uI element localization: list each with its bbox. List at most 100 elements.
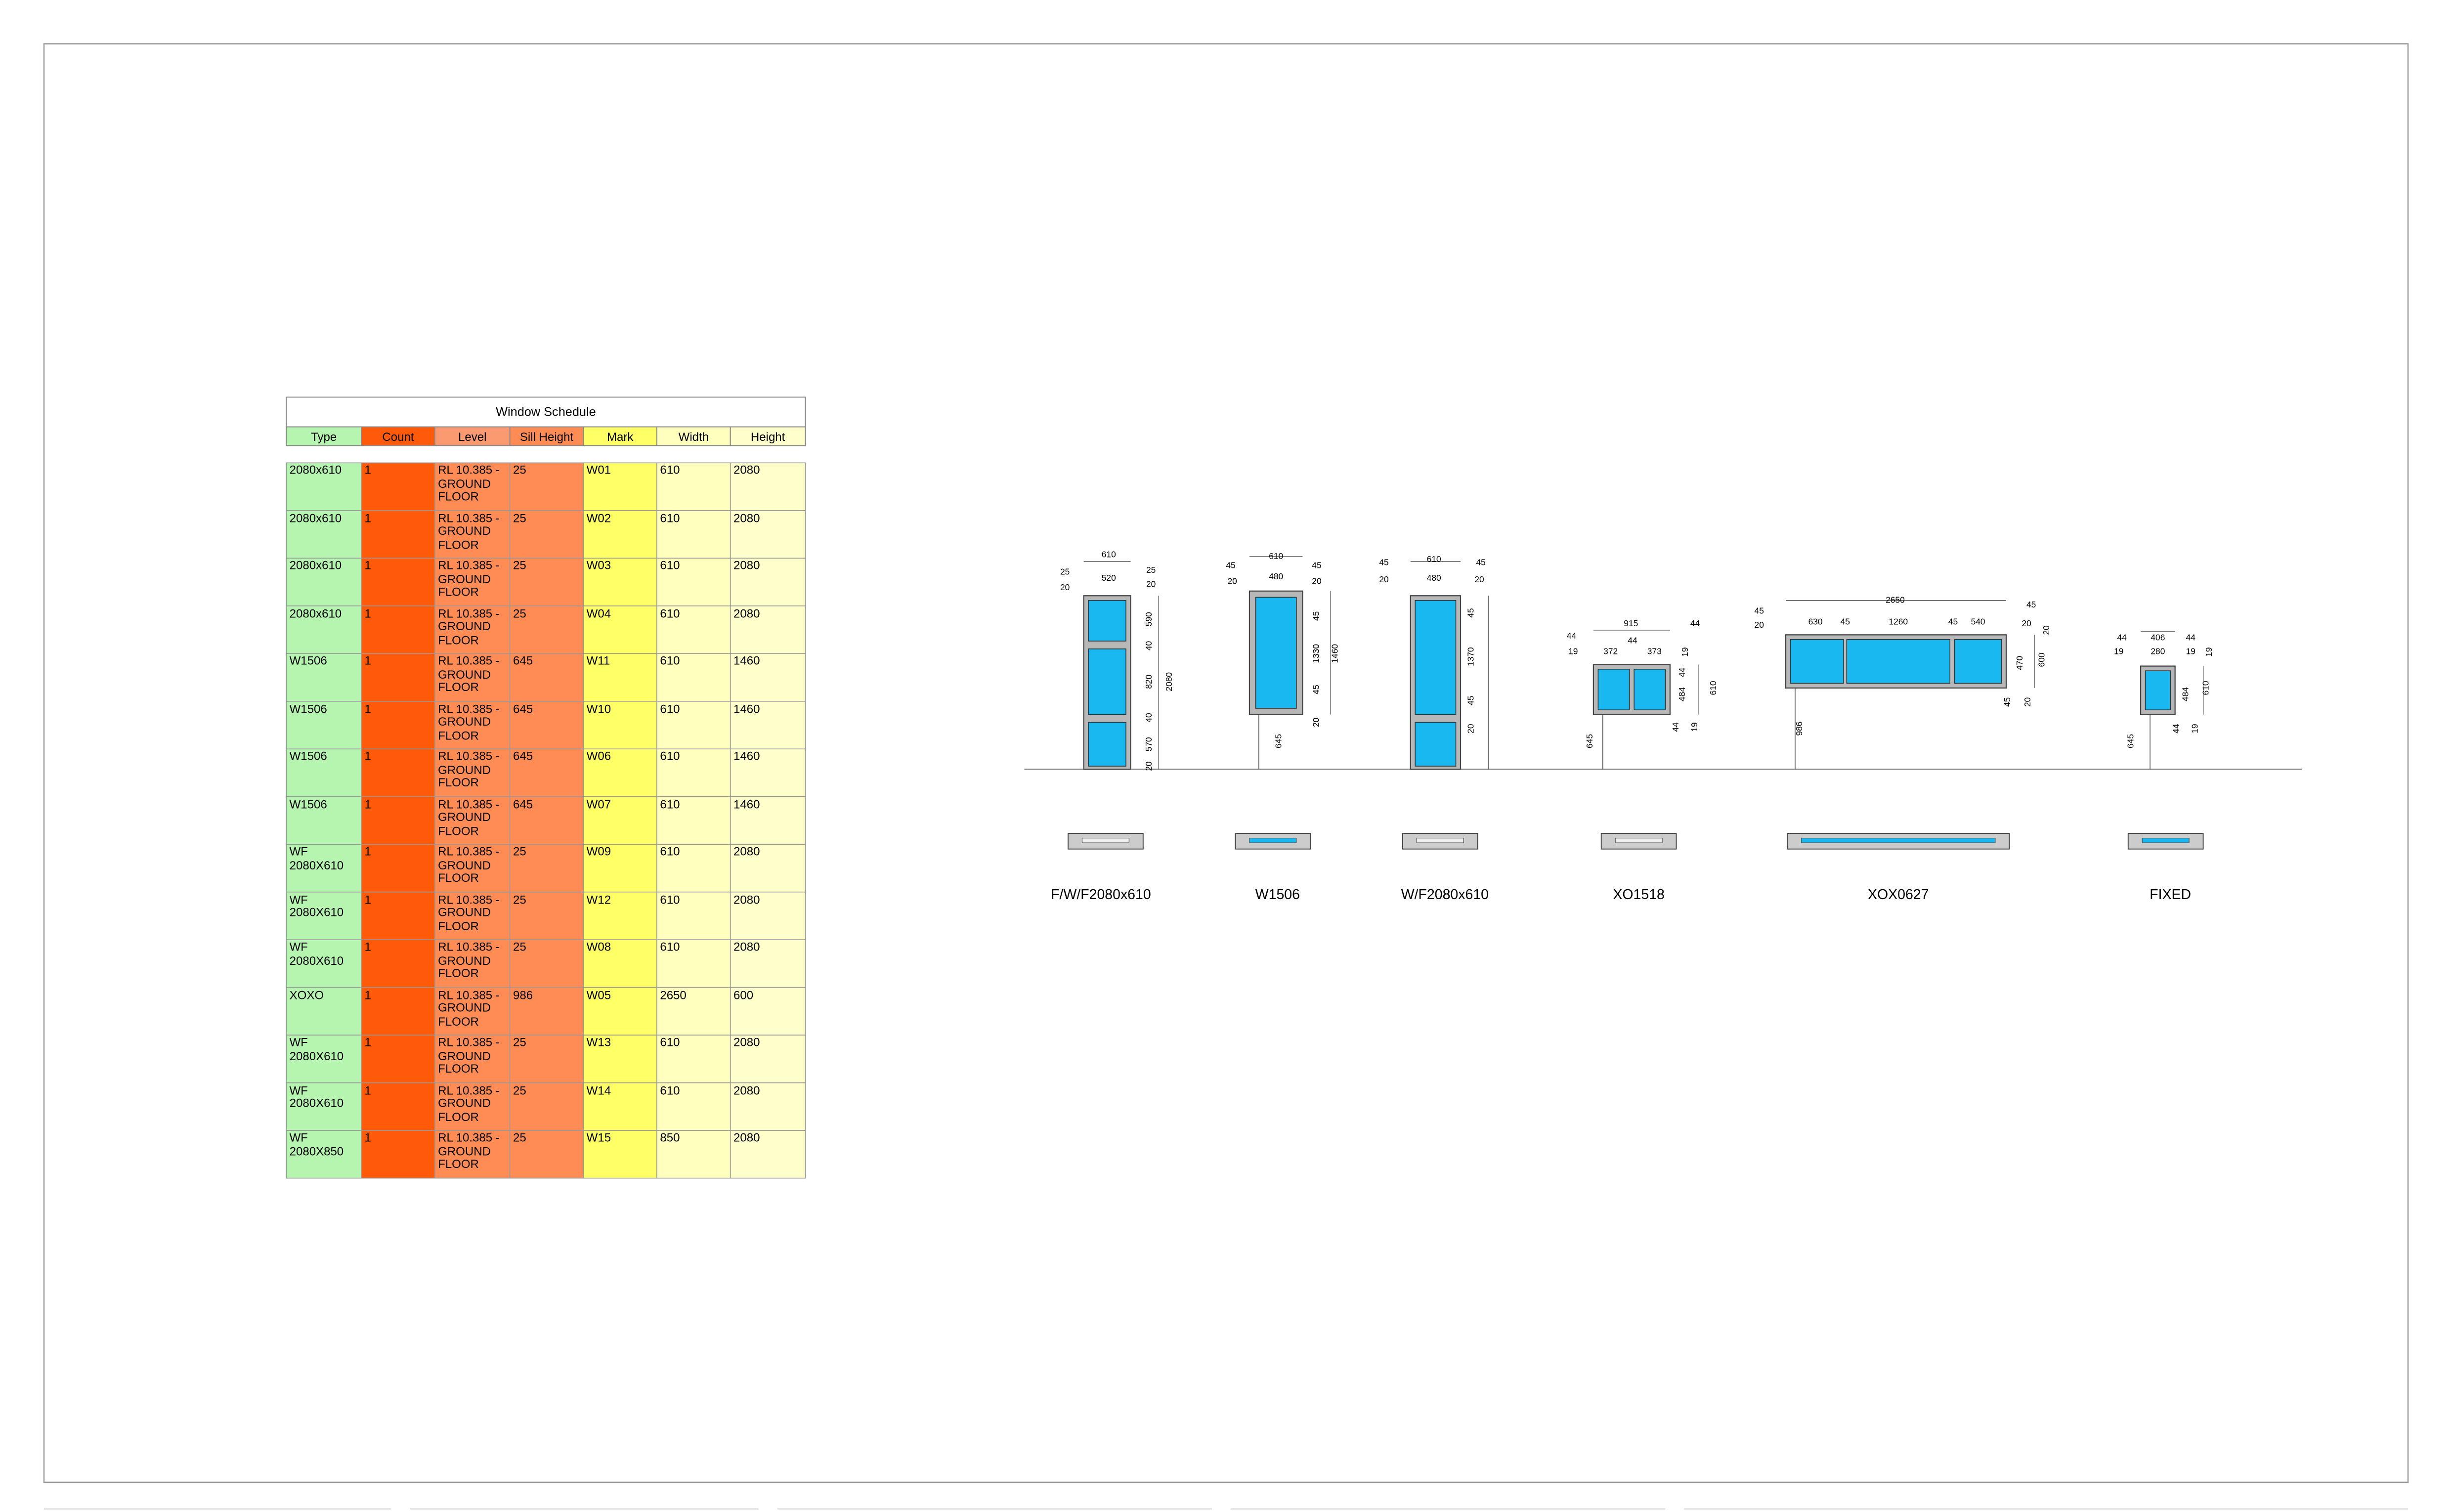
dimension-text: 45: [1466, 608, 1476, 617]
cell-text-box: WF 2080X610: [290, 1036, 344, 1062]
column-header: Count: [382, 431, 414, 444]
cell-text: WF 2080X610: [289, 892, 344, 920]
cell-text-box: 610: [660, 511, 680, 524]
dimension-text: 20: [1144, 761, 1154, 771]
cell-text: 1: [364, 796, 371, 811]
plan-glass: [1801, 837, 1996, 843]
cell-text-box: 1: [364, 559, 371, 572]
cell-text-box: 1: [364, 1036, 371, 1049]
cell-text-box: 645: [513, 702, 533, 715]
cell-text: 2080x610: [289, 558, 342, 572]
table-cell: [656, 653, 731, 702]
cell-text-box: W05: [586, 987, 611, 1002]
cell-text-box: 25: [513, 463, 526, 476]
cell-text: WF 2080X610: [289, 1082, 344, 1111]
cell-text: 1: [364, 749, 371, 763]
elevation-label: XO1518: [1613, 887, 1664, 903]
column-header: Width: [679, 431, 709, 444]
cell-text: RL 10.385 - GROUND FLOOR: [438, 749, 500, 790]
glass-pane: [1846, 639, 1950, 684]
dimension-text: 645: [1585, 734, 1594, 748]
cell-text: 645: [513, 796, 533, 811]
table-cell: [286, 796, 362, 845]
cell-text-box: 610: [660, 844, 680, 859]
cell-text: 25: [513, 892, 526, 907]
table-cell: [434, 462, 511, 511]
cell-text-box: RL 10.385 - GROUND FLOOR: [438, 463, 500, 503]
cell-text-box: RL 10.385 - GROUND FLOOR: [438, 653, 500, 695]
table-cell: [730, 700, 806, 750]
table-cell: [509, 987, 584, 1036]
column-header: Mark: [607, 431, 634, 444]
cell-text: 610: [660, 1082, 680, 1097]
cell-text: RL 10.385 - GROUND FLOOR: [438, 796, 500, 838]
cell-text-box: 610: [660, 463, 680, 476]
table-cell: [509, 1082, 584, 1131]
table-cell: [583, 796, 657, 845]
schedule-title-cell: [286, 396, 806, 428]
cell-text: 1460: [733, 749, 760, 763]
cell-text-box: 610: [660, 1082, 680, 1097]
table-cell: [286, 1082, 362, 1131]
glass-pane: [1088, 722, 1126, 767]
table-cell: [730, 796, 806, 845]
table-cell: [434, 987, 511, 1036]
cell-text-box: W1506: [290, 797, 327, 811]
cell-text: W07: [586, 796, 611, 811]
dimension-text: 1460: [1330, 644, 1340, 663]
cell-text-box: W06: [587, 749, 611, 763]
table-cell: [361, 1130, 435, 1179]
dimension-text: 540: [1971, 617, 1985, 627]
cell-text-box: 2080x610: [290, 511, 342, 524]
cell-text: W05: [586, 987, 611, 1002]
cell-text-box: WF 2080X610: [289, 892, 344, 920]
glass-pane: [1634, 669, 1666, 710]
cell-text: 610: [660, 749, 680, 763]
cell-text: 610: [660, 1035, 680, 1049]
cell-text-box: WF 2080X850: [290, 1131, 344, 1158]
cell-text-box: W07: [586, 796, 611, 811]
cell-text-box: 610: [660, 559, 680, 572]
dimension-text: 373: [1647, 647, 1662, 656]
cell-text-box: 25: [513, 1131, 526, 1144]
table-cell: [730, 987, 806, 1036]
dimension-text: 45: [1312, 561, 1321, 570]
cell-text: RL 10.385 - GROUND FLOOR: [438, 940, 500, 981]
table-cell: [286, 462, 362, 511]
table-cell: [361, 558, 435, 606]
cell-text-box: 25: [513, 1035, 526, 1049]
cell-text-box: 1: [364, 701, 371, 716]
cell-text-box: RL 10.385 - GROUND FLOOR: [438, 606, 500, 647]
dimension-text: 45: [2026, 600, 2036, 609]
table-cell: [730, 558, 806, 606]
cell-text: RL 10.385 - GROUND FLOOR: [438, 987, 500, 1029]
table-cell: [656, 462, 731, 511]
cell-text-box: W10: [587, 702, 611, 715]
cell-text: 2650: [660, 987, 687, 1002]
dimension-text: 20: [1060, 582, 1070, 592]
dimension-text: 45: [1311, 685, 1321, 694]
cell-text: 610: [660, 653, 680, 668]
cell-text: 1: [364, 701, 371, 716]
dimension-text: 45: [1476, 557, 1485, 567]
cell-text: 610: [660, 844, 680, 859]
dimension-text: 20: [2041, 625, 2051, 635]
cell-text: 850: [660, 1130, 680, 1145]
plan-glass: [1249, 837, 1297, 843]
cell-text: W02: [586, 510, 611, 525]
cell-text-box: RL 10.385 - GROUND FLOOR: [438, 1131, 500, 1171]
cell-text: RL 10.385 - GROUND FLOOR: [438, 653, 500, 695]
dimension-text: 44: [2186, 632, 2196, 642]
dimension-text: 44: [1677, 667, 1687, 677]
table-cell: [656, 558, 731, 606]
cell-text: XOXO: [289, 987, 324, 1002]
cell-text: 25: [513, 1035, 526, 1049]
header-cell: [509, 426, 584, 446]
cell-text: 2080: [733, 1082, 760, 1097]
cell-text-box: W13: [587, 1036, 611, 1049]
dimension-text: 44: [1628, 636, 1637, 646]
cell-text-box: W12: [587, 893, 611, 906]
cell-text: 25: [513, 1082, 526, 1097]
table-cell: [583, 605, 657, 654]
